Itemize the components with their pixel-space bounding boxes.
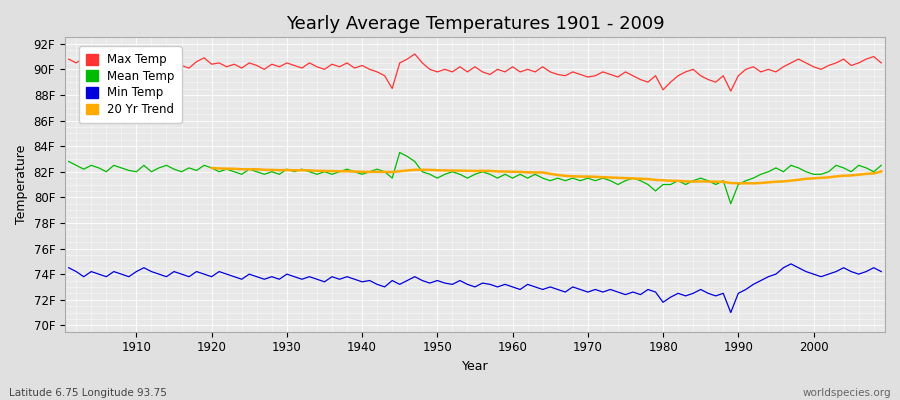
Y-axis label: Temperature: Temperature: [15, 145, 28, 224]
X-axis label: Year: Year: [462, 360, 489, 373]
Text: worldspecies.org: worldspecies.org: [803, 388, 891, 398]
Legend: Max Temp, Mean Temp, Min Temp, 20 Yr Trend: Max Temp, Mean Temp, Min Temp, 20 Yr Tre…: [79, 46, 182, 123]
Title: Yearly Average Temperatures 1901 - 2009: Yearly Average Temperatures 1901 - 2009: [285, 15, 664, 33]
Text: Latitude 6.75 Longitude 93.75: Latitude 6.75 Longitude 93.75: [9, 388, 166, 398]
